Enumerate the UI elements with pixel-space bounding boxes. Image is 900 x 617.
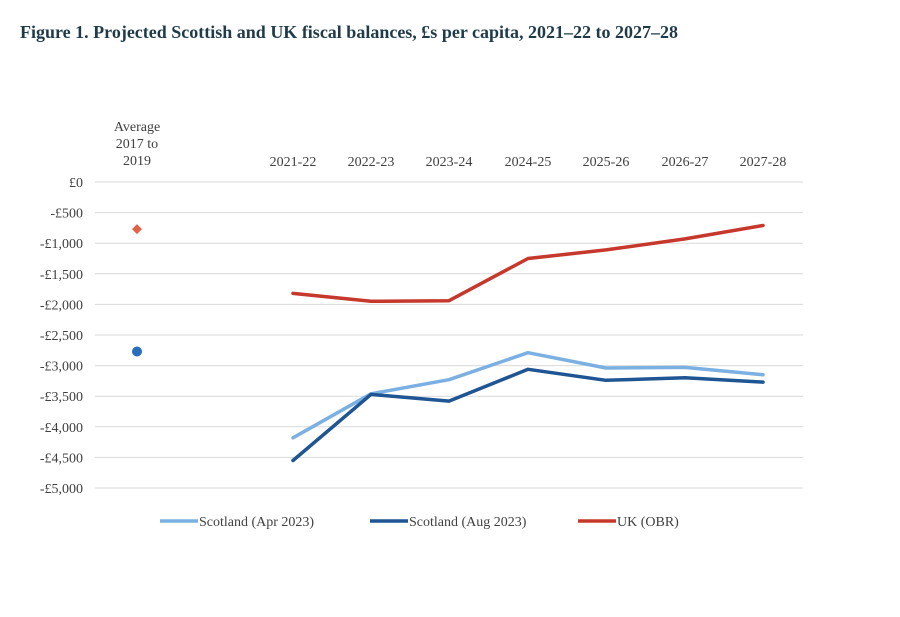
x-axis-tick-labels: Average 2017 to 2019 2021-22 2022-23 2023-24 2… xyxy=(114,120,787,170)
y-tick-label: -£4,500 xyxy=(40,451,83,466)
x-tick-label: Average 2017 to 2019 xyxy=(114,120,160,169)
legend-label: Scotland (Apr 2023) xyxy=(199,515,314,530)
y-tick-label: -£3,000 xyxy=(40,360,83,375)
y-tick-label: -£3,500 xyxy=(40,390,83,405)
average-markers xyxy=(132,224,142,357)
gridlines xyxy=(95,181,803,489)
y-tick-label: -£2,500 xyxy=(40,329,83,344)
chart-title: Figure 1. Projected Scottish and UK fisc… xyxy=(20,22,678,42)
x-tick-label-line: Average xyxy=(114,120,160,135)
y-tick-label: £0 xyxy=(69,176,83,191)
scotland-average-marker xyxy=(132,346,142,357)
y-axis-tick-labels: £0 -£500 -£1,000 -£1,500 -£2,000 -£2,500 -£3,0… xyxy=(40,176,83,497)
x-tick-label: 2026-27 xyxy=(662,155,709,170)
x-tick-label: 2023-24 xyxy=(426,155,473,170)
x-tick-label-line: 2019 xyxy=(123,154,151,169)
series-line-scotland-aug-2023 xyxy=(291,367,765,463)
y-tick-label: -£1,500 xyxy=(40,268,83,283)
x-tick-label: 2022-23 xyxy=(348,155,395,170)
x-tick-label: 2021-22 xyxy=(270,155,317,170)
y-tick-label: -£4,000 xyxy=(40,421,83,436)
x-tick-label: 2024-25 xyxy=(505,155,552,170)
x-tick-label: 2025-26 xyxy=(583,155,630,170)
legend-label: Scotland (Aug 2023) xyxy=(409,515,527,530)
y-tick-label: -£500 xyxy=(50,207,83,222)
y-tick-label: -£5,000 xyxy=(40,482,83,497)
y-tick-label: -£1,000 xyxy=(40,237,83,252)
legend-label: UK (OBR) xyxy=(617,515,679,530)
x-tick-label-line: 2017 to xyxy=(116,137,158,152)
legend: Scotland (Apr 2023) Scotland (Aug 2023) UK… xyxy=(160,515,679,530)
uk-average-marker xyxy=(132,224,142,235)
y-tick-label: -£2,000 xyxy=(40,298,83,313)
series-line-uk-obr xyxy=(291,223,765,304)
series-lines xyxy=(291,223,765,463)
x-tick-label: 2027-28 xyxy=(740,155,787,170)
